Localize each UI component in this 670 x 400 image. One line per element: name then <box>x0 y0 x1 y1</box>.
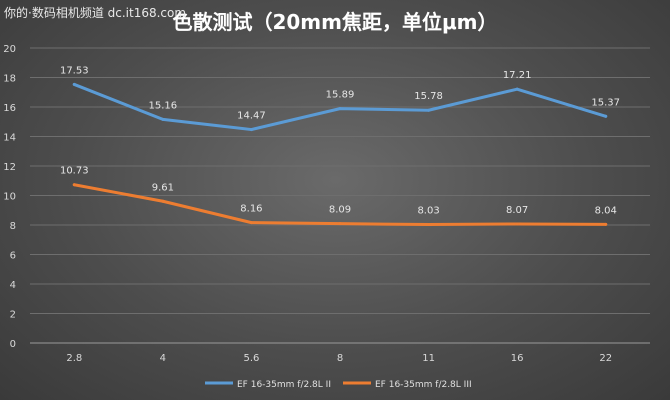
data-point <box>161 117 165 121</box>
x-tick-label: 5.6 <box>243 353 259 364</box>
y-tick-label: 12 <box>3 162 16 173</box>
data-point <box>427 223 431 227</box>
y-tick-label: 18 <box>3 74 16 85</box>
data-label: 10.73 <box>60 166 89 177</box>
data-label: 15.37 <box>591 97 620 108</box>
x-tick-label: 16 <box>511 353 524 364</box>
y-tick-label: 0 <box>10 339 16 350</box>
data-point <box>427 108 431 112</box>
data-label: 8.03 <box>417 206 439 217</box>
watermark: 你的·数码相机频道 dc.it168.com <box>4 6 187 20</box>
y-tick-label: 14 <box>3 133 16 144</box>
data-label: 8.16 <box>240 204 262 215</box>
x-tick-label: 22 <box>599 353 612 364</box>
y-tick-label: 16 <box>3 103 16 114</box>
data-label: 17.53 <box>60 65 89 76</box>
data-point <box>515 222 519 226</box>
data-point <box>161 199 165 203</box>
y-tick-label: 20 <box>3 44 16 55</box>
y-tick-label: 10 <box>3 192 16 203</box>
data-point <box>249 221 253 225</box>
data-label: 8.04 <box>595 205 617 216</box>
data-point <box>338 222 342 226</box>
data-label: 15.78 <box>414 91 443 102</box>
legend-label: EF 16-35mm f/2.8L II <box>237 380 331 390</box>
y-tick-label: 8 <box>10 221 16 232</box>
x-tick-label: 8 <box>337 353 343 364</box>
data-label: 15.89 <box>326 90 355 101</box>
y-tick-label: 6 <box>10 251 16 262</box>
data-point <box>604 114 608 118</box>
data-label: 14.47 <box>237 111 266 122</box>
x-tick-label: 2.8 <box>66 353 82 364</box>
legend-label: EF 16-35mm f/2.8L III <box>375 380 472 390</box>
y-tick-label: 2 <box>10 310 16 321</box>
data-point <box>515 87 519 91</box>
data-label: 17.21 <box>503 70 532 81</box>
data-point <box>604 222 608 226</box>
x-tick-label: 11 <box>422 353 435 364</box>
chart-title: 色散测试（20mm焦距，单位μm） <box>172 10 498 34</box>
data-label: 8.09 <box>329 205 351 216</box>
data-point <box>249 128 253 132</box>
data-point <box>72 82 76 86</box>
data-label: 8.07 <box>506 205 528 216</box>
data-point <box>72 183 76 187</box>
data-label: 9.61 <box>152 182 174 193</box>
y-tick-label: 4 <box>10 280 16 291</box>
x-tick-label: 4 <box>160 353 166 364</box>
data-point <box>338 107 342 111</box>
data-label: 15.16 <box>149 100 178 111</box>
